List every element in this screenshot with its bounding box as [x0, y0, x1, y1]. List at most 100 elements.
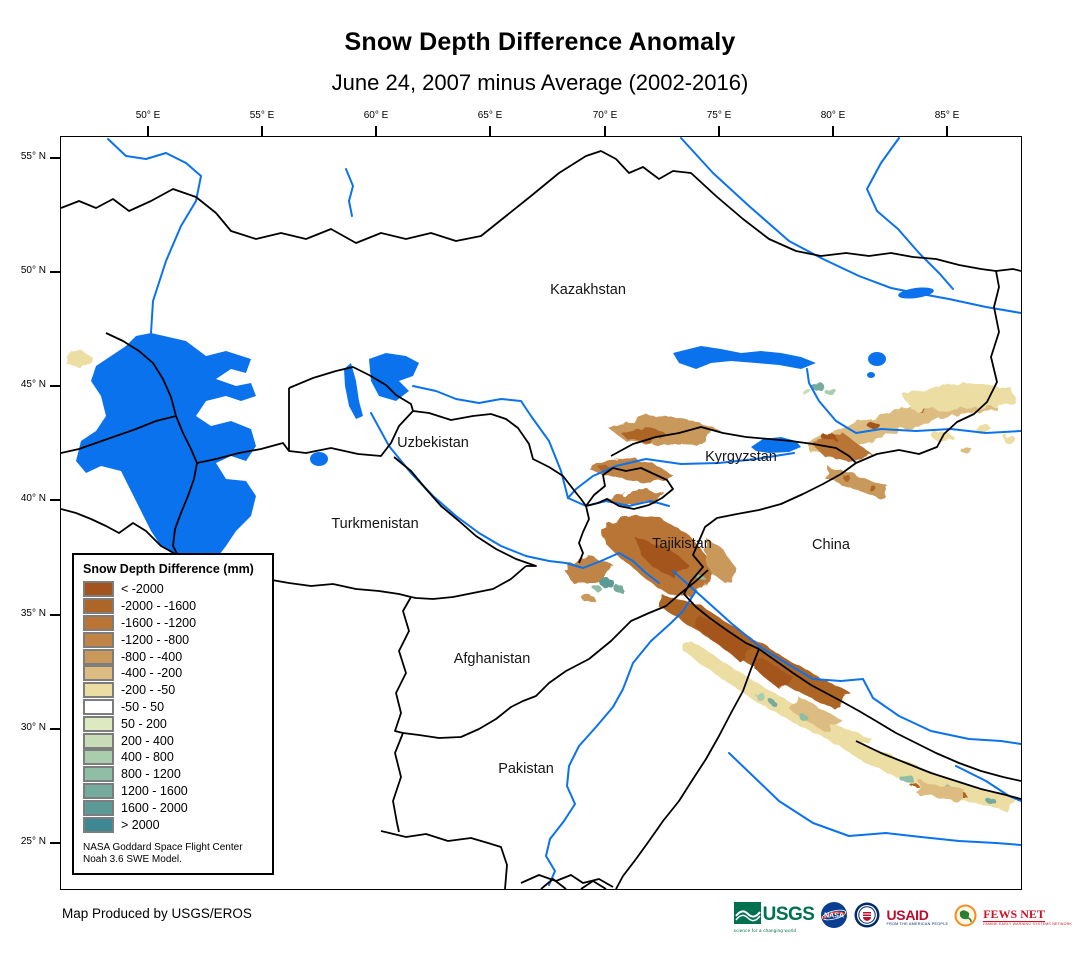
- label-tajikistan: Tajikistan: [652, 536, 712, 552]
- tick-mark: [261, 126, 263, 136]
- legend-item: 800 - 1200: [83, 766, 263, 783]
- tick-mark: [375, 126, 377, 136]
- legend-item: -2000 - -1600: [83, 598, 263, 615]
- lat-tick-label: 25° N: [20, 836, 46, 847]
- ili-river: [806, 368, 1021, 434]
- india-border-detail: [540, 878, 607, 889]
- legend-item: -1600 - -1200: [83, 614, 263, 632]
- lake-alakol: [868, 352, 886, 366]
- legend-item: 400 - 800: [83, 749, 263, 766]
- legend-item: -50 - 50: [83, 698, 263, 716]
- fewsnet-logo: FEWS NET FAMINE EARLY WARNING SYSTEMS NE…: [983, 906, 1072, 927]
- yarlung-river: [672, 570, 1021, 745]
- legend-swatch: [83, 698, 114, 715]
- tick-mark: [50, 842, 60, 844]
- legend-swatch: [83, 581, 114, 598]
- label-kazakhstan: Kazakhstan: [550, 282, 626, 298]
- tick-mark: [50, 271, 60, 273]
- legend-item: -800 - -400: [83, 648, 263, 665]
- fergana-borders: [585, 467, 674, 510]
- kazakhstan-turkmenistan-border: [196, 442, 290, 464]
- logo-strip: USGS science for a changing world NASA U…: [733, 901, 1072, 934]
- legend-note: NASA Goddard Space Flight Center Noah 3.6…: [83, 841, 243, 865]
- tick-mark: [489, 126, 491, 136]
- legend-swatch: [83, 749, 114, 766]
- turkmenistan-afghanistan-border: [410, 565, 527, 600]
- kyrgyzstan-north-border: [610, 426, 857, 464]
- tick-mark: [147, 126, 149, 136]
- pakistan-india-border: [615, 648, 760, 889]
- label-uzbekistan: Uzbekistan: [397, 435, 469, 451]
- sarygamysh-lake: [310, 452, 328, 466]
- label-china: China: [812, 537, 851, 553]
- legend-swatch: [83, 648, 114, 665]
- legend-swatch: [83, 631, 114, 648]
- country-labels: Kazakhstan Uzbekistan Kyrgyzstan Turkmen…: [331, 282, 851, 777]
- legend-swatch: [83, 682, 114, 699]
- tick-mark: [718, 126, 720, 136]
- label-afghanistan: Afghanistan: [454, 651, 531, 667]
- ganges-river: [728, 752, 1021, 846]
- tick-mark: [50, 728, 60, 730]
- ustyurt-border: [288, 388, 414, 457]
- usaid-logo: USAID FROM THE AMERICAN PEOPLE: [886, 906, 949, 927]
- lat-tick-label: 40° N: [20, 493, 46, 504]
- legend-swatch: [83, 732, 114, 749]
- legend: Snow Depth Difference (mm) < -2000 -2000…: [72, 553, 274, 875]
- svg-text:NASA: NASA: [825, 913, 845, 920]
- sutlej-river: [955, 765, 1021, 802]
- lon-tick-label: 60° E: [363, 110, 389, 121]
- legend-swatch: [83, 665, 114, 682]
- lat-tick-label: 35° N: [20, 608, 46, 619]
- country-borders: [61, 150, 1021, 889]
- legend-item: -1200 - -800: [83, 631, 263, 648]
- tajikistan-border-spur: [578, 505, 590, 564]
- ural-river: [107, 138, 202, 334]
- map-credit: Map Produced by USGS/EROS: [62, 906, 252, 921]
- india-border-detail: [520, 874, 614, 888]
- lat-tick-label: 30° N: [20, 722, 46, 733]
- emba-river: [345, 168, 354, 217]
- legend-item: -400 - -200: [83, 665, 263, 682]
- tick-mark: [50, 499, 60, 501]
- nasa-logo-icon: NASA: [820, 901, 848, 934]
- label-kyrgyzstan: Kyrgyzstan: [705, 449, 777, 465]
- legend-swatch: [83, 715, 114, 732]
- legend-item: 50 - 200: [83, 715, 263, 732]
- legend-title: Snow Depth Difference (mm): [83, 562, 254, 576]
- russia-kazakhstan-border: [61, 150, 1021, 272]
- map-svg: Kazakhstan Uzbekistan Kyrgyzstan Turkmen…: [61, 137, 1021, 889]
- legend-item: 200 - 400: [83, 732, 263, 749]
- usgs-wave-icon: [733, 901, 761, 928]
- india-china-border: [758, 648, 1021, 782]
- page-title: Snow Depth Difference Anomaly: [344, 28, 736, 56]
- iran-pakistan-border: [392, 732, 404, 833]
- lat-tick-label: 45° N: [20, 379, 46, 390]
- caspian-sea: [76, 333, 256, 561]
- usgs-logo: USGS science for a changing world: [733, 901, 815, 934]
- usaid-emblem-icon: [854, 902, 880, 933]
- durand-line: [402, 569, 709, 739]
- legend-swatch: [83, 614, 114, 631]
- lat-tick-label: 50° N: [20, 265, 46, 276]
- tick-mark: [50, 157, 60, 159]
- kazakhstan-uzbekistan-border: [288, 366, 587, 507]
- aral-sea-east: [369, 353, 419, 401]
- caspian-boundary: [105, 332, 200, 570]
- tick-mark: [50, 614, 60, 616]
- iran-afghanistan-border: [394, 596, 412, 734]
- label-pakistan: Pakistan: [498, 761, 554, 777]
- tick-mark: [604, 126, 606, 136]
- lon-tick-label: 80° E: [820, 110, 846, 121]
- small-lake: [867, 372, 875, 378]
- lon-tick-label: 65° E: [477, 110, 503, 121]
- legend-item: < -2000: [83, 581, 263, 598]
- lat-tick-label: 55° N: [20, 151, 46, 162]
- legend-swatch: [83, 799, 114, 816]
- lake-balkhash: [673, 346, 816, 369]
- legend-item: -200 - -50: [83, 682, 263, 699]
- lakes-layer: [76, 287, 934, 561]
- chu-river: [567, 452, 795, 499]
- legend-swatch: [83, 816, 114, 833]
